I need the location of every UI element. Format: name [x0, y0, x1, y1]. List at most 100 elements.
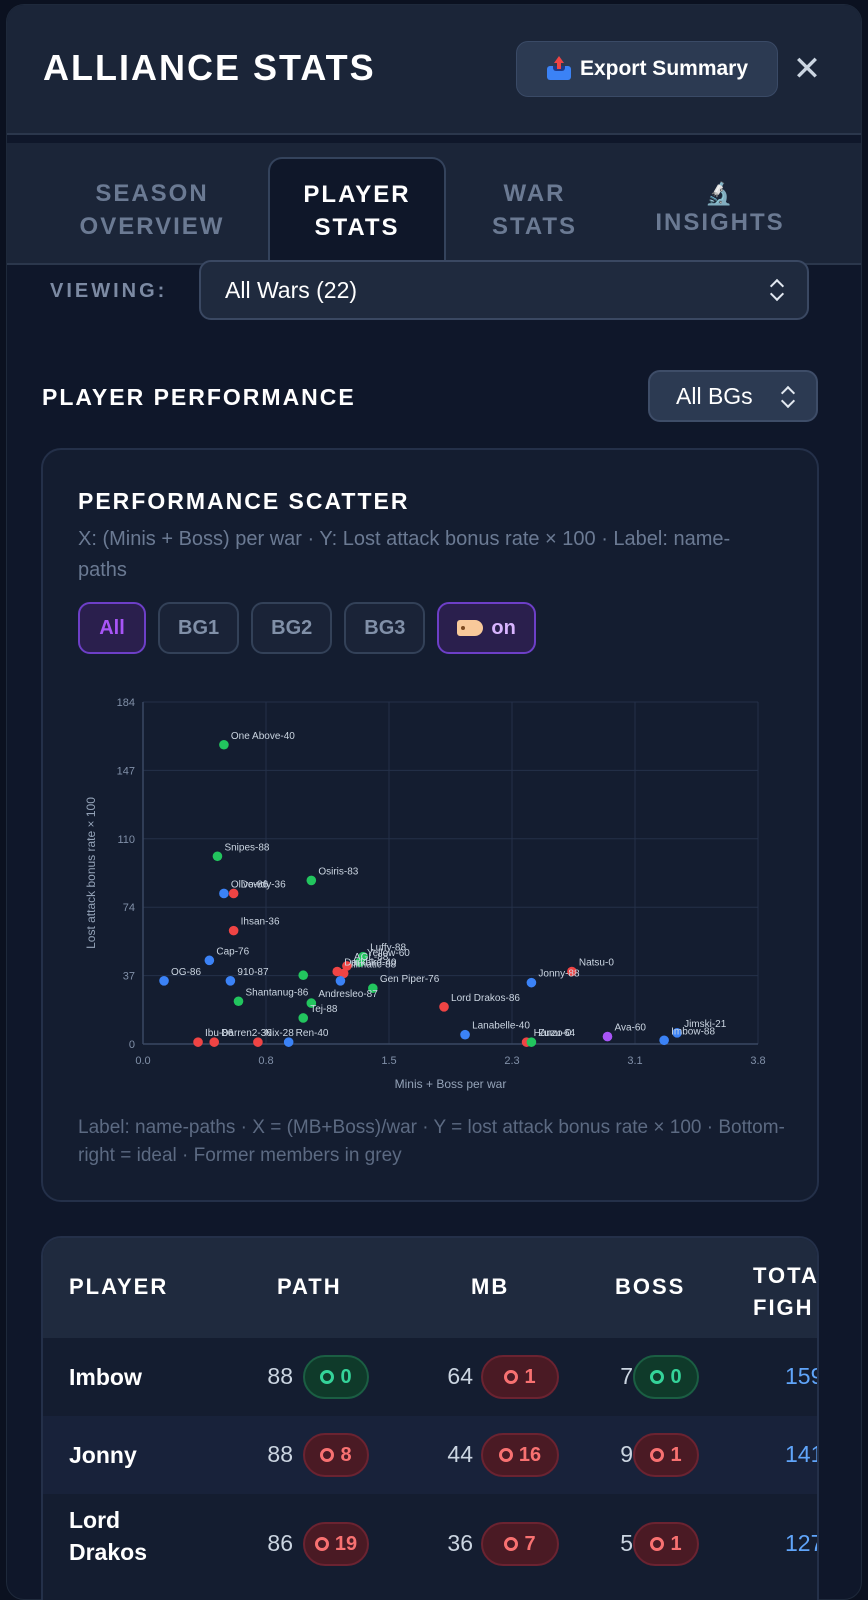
- table-row[interactable]: Lord Drakos 86 19 36 7 5 1 127: [43, 1494, 817, 1594]
- mb-badge-count: 16: [518, 1443, 542, 1466]
- filter-all-chip[interactable]: All: [78, 602, 146, 654]
- x-axis-label: Minis + Boss per war: [395, 1077, 507, 1091]
- filter-bg1-chip[interactable]: BG1: [158, 602, 240, 654]
- scatter-point: [460, 1029, 470, 1040]
- table-row[interactable]: Imbow 88 0 64 1 7 0 159: [43, 1338, 817, 1416]
- scatter-point: [212, 851, 223, 862]
- filter-bg3-chip[interactable]: BG3: [344, 602, 426, 654]
- player-name: Imbow: [69, 1361, 142, 1393]
- path-value: 88: [267, 1441, 293, 1467]
- scatter-filter-row: All BG1 BG2 BG3 on: [78, 602, 536, 654]
- label-toggle-chip[interactable]: on: [437, 602, 536, 654]
- scatter-point: [602, 1031, 613, 1042]
- scatter-point: [219, 739, 229, 750]
- close-icon[interactable]: ✕: [792, 50, 822, 88]
- tab-insights[interactable]: 🔬 INSIGHTS: [625, 157, 815, 263]
- scatter-point: [233, 996, 244, 1007]
- chevron-updown-icon: [780, 385, 796, 409]
- gear-icon: [314, 1537, 329, 1551]
- path-badge-count: 8: [340, 1443, 352, 1466]
- viewing-select-value: All Wars (22): [225, 276, 358, 303]
- point-label: Ren-40: [296, 1028, 329, 1039]
- path-badge: 19: [303, 1522, 369, 1566]
- scatter-point: [225, 976, 236, 986]
- point-label: Illmatic-88: [351, 959, 397, 970]
- y-tick-label: 74: [123, 902, 135, 914]
- point-label: Gen Piper-76: [380, 974, 440, 985]
- y-tick-label: 147: [117, 765, 135, 777]
- total-fights-value: 127: [785, 1530, 817, 1556]
- mb-badge-count: 7: [524, 1532, 536, 1555]
- header-path[interactable]: PATH: [277, 1274, 342, 1299]
- player-name: Lord Drakos: [69, 1504, 147, 1568]
- boss-value: 5: [620, 1530, 633, 1556]
- table-row[interactable]: Jonny888441691141: [43, 1416, 817, 1494]
- header-boss[interactable]: BOSS: [615, 1274, 686, 1299]
- mb-badge: 7: [481, 1522, 559, 1566]
- point-label: Olive-86: [231, 879, 269, 890]
- tab-war-stats[interactable]: WAR STATS: [457, 157, 612, 263]
- mb-badge: 16: [481, 1433, 559, 1477]
- scatter-point: [335, 976, 346, 986]
- point-label: Lord Drakos-86: [451, 993, 520, 1004]
- path-value: 88: [267, 1363, 293, 1389]
- boss-badge: 0: [633, 1355, 699, 1399]
- modal-title: ALLIANCE STATS: [43, 47, 376, 88]
- scatter-point: [306, 998, 317, 1008]
- path-badge: 8: [303, 1433, 369, 1477]
- point-label: OG-86: [171, 967, 201, 978]
- export-summary-button[interactable]: Export Summary: [516, 41, 778, 97]
- header-total-fights[interactable]: TOTA FIGH: [753, 1260, 819, 1324]
- point-label: Ibu-86: [205, 1028, 234, 1039]
- point-label: Luffy-88: [370, 943, 406, 954]
- point-label: One Above-40: [231, 731, 295, 742]
- scatter-point: [298, 1013, 309, 1023]
- mb-value: 64: [447, 1363, 473, 1389]
- point-label: Andresleo-87: [318, 989, 378, 1000]
- viewing-label: VIEWING:: [50, 280, 168, 302]
- scatter-point: [298, 970, 309, 981]
- point-label: Snipes-88: [224, 842, 269, 853]
- scatter-point: [439, 1002, 449, 1012]
- path-badge: 0: [303, 1355, 369, 1399]
- bg-filter-select[interactable]: All BGs: [648, 370, 818, 422]
- scatter-point: [159, 976, 169, 986]
- point-label: Zuzu-64: [538, 1028, 575, 1039]
- path-badge-count: 0: [340, 1365, 352, 1388]
- mb-value: 44: [447, 1441, 473, 1467]
- tab-season-overview[interactable]: SEASON OVERVIEW: [47, 157, 257, 263]
- point-label: Yellow-60: [367, 948, 410, 959]
- header-total-line1: TOTA: [753, 1263, 819, 1288]
- boss-badge: 1: [633, 1433, 699, 1477]
- x-tick-label: 0.8: [258, 1055, 273, 1067]
- filter-bg2-chip[interactable]: BG2: [251, 602, 333, 654]
- y-tick-label: 184: [117, 697, 135, 709]
- viewing-select[interactable]: All Wars (22): [199, 260, 809, 320]
- tab-player-stats-line1: PLAYER: [303, 181, 411, 208]
- boss-badge: 1: [633, 1522, 699, 1566]
- player-table: PLAYER PATH MB BOSS TOTA FIGH Imbow 88 0 64…: [41, 1236, 819, 1600]
- scatter-point: [342, 961, 352, 971]
- point-label: Osiris-83: [318, 866, 358, 877]
- tab-bar: SEASON OVERVIEW PLAYER STATS WAR STATS 🔬…: [7, 143, 861, 265]
- total-fights-value: 159: [785, 1363, 817, 1389]
- x-tick-label: 1.5: [381, 1055, 396, 1067]
- tab-player-stats[interactable]: PLAYER STATS: [268, 157, 446, 263]
- header-mb[interactable]: MB: [471, 1274, 510, 1299]
- point-label: Nix-28: [265, 1028, 294, 1039]
- boss-badge-count: 0: [670, 1365, 682, 1388]
- tab-season-overview-line2: OVERVIEW: [79, 213, 225, 240]
- point-label: AGL-88: [354, 952, 389, 963]
- label-tag-icon: [457, 620, 484, 636]
- mb-badge-count: 1: [524, 1365, 536, 1388]
- point-label: Lanabelle-40: [472, 1021, 530, 1032]
- header-player[interactable]: PLAYER: [69, 1274, 169, 1299]
- scatter-point: [228, 925, 239, 936]
- scatter-point: [659, 1035, 669, 1046]
- player-name: Jonny: [69, 1439, 137, 1471]
- gear-icon: [650, 1537, 665, 1551]
- bg-filter-value: All BGs: [676, 382, 753, 409]
- player-name-line1: Jonny: [69, 1442, 137, 1468]
- y-tick-label: 37: [123, 971, 135, 983]
- x-tick-label: 3.8: [750, 1055, 765, 1067]
